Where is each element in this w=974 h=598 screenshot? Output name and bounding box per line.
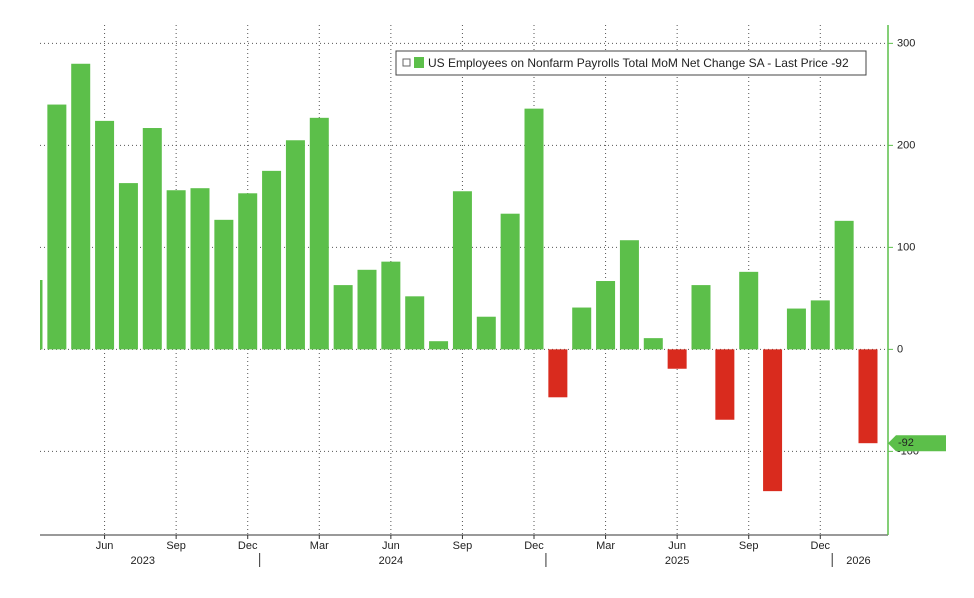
x-tick-label: Sep: [453, 540, 473, 552]
bar: [476, 316, 496, 350]
bar: [262, 170, 282, 350]
x-tick-label: Dec: [811, 540, 831, 552]
x-tick-label: Sep: [739, 540, 759, 552]
bar: [500, 213, 520, 350]
last-value-tag: [888, 435, 946, 452]
legend-swatch: [414, 57, 424, 68]
y-tick-label: 0: [897, 343, 903, 355]
bar: [71, 63, 91, 350]
x-tick-label: Mar: [310, 540, 329, 552]
legend: US Employees on Nonfarm Payrolls Total M…: [395, 50, 867, 76]
bar: [691, 285, 711, 350]
bar: [667, 349, 687, 369]
bar: [238, 193, 258, 350]
bar: [572, 307, 592, 350]
bar: [596, 281, 616, 350]
bar: [405, 296, 425, 350]
bar: [763, 349, 783, 492]
x-tick-label: Dec: [524, 540, 544, 552]
bar: [619, 240, 639, 350]
bar: [285, 140, 305, 350]
bar: [357, 269, 377, 350]
legend-expander: [402, 58, 411, 67]
bar: [214, 219, 234, 350]
year-label: 2023: [131, 555, 155, 567]
bar: [834, 220, 854, 350]
bar: [166, 190, 186, 350]
legend-box: [395, 50, 867, 76]
last-value-label: -92: [898, 437, 914, 449]
x-tick-label: Jun: [96, 540, 114, 552]
bar: [40, 280, 43, 350]
bar: [429, 341, 449, 350]
y-tick-label: 300: [897, 37, 915, 49]
bar: [786, 308, 806, 350]
year-label: 2024: [379, 555, 403, 567]
year-label: 2025: [665, 555, 689, 567]
bars: [40, 63, 878, 492]
bar: [381, 261, 401, 350]
year-label: 2026: [846, 555, 870, 567]
x-tick-label: Dec: [238, 540, 258, 552]
x-tick-label: Jun: [668, 540, 686, 552]
bar: [95, 120, 115, 350]
bar: [524, 108, 544, 350]
bar: [548, 349, 568, 398]
legend-label: US Employees on Nonfarm Payrolls Total M…: [428, 56, 849, 70]
bar: [142, 128, 162, 350]
bar: [715, 349, 735, 420]
bar: [810, 300, 830, 350]
x-tick-label: Jun: [382, 540, 400, 552]
bar: [739, 271, 759, 350]
bar: [309, 117, 329, 350]
grid: [40, 25, 893, 535]
bar: [190, 188, 210, 350]
bar: [643, 338, 663, 350]
x-tick-label: Sep: [166, 540, 186, 552]
bar: [47, 104, 67, 350]
bar: [452, 191, 472, 350]
x-tick-label: Mar: [596, 540, 615, 552]
bar: [333, 285, 353, 350]
bar: [118, 183, 138, 350]
y-tick-label: 100: [897, 241, 915, 253]
bar: [858, 349, 878, 444]
y-tick-label: 200: [897, 139, 915, 151]
